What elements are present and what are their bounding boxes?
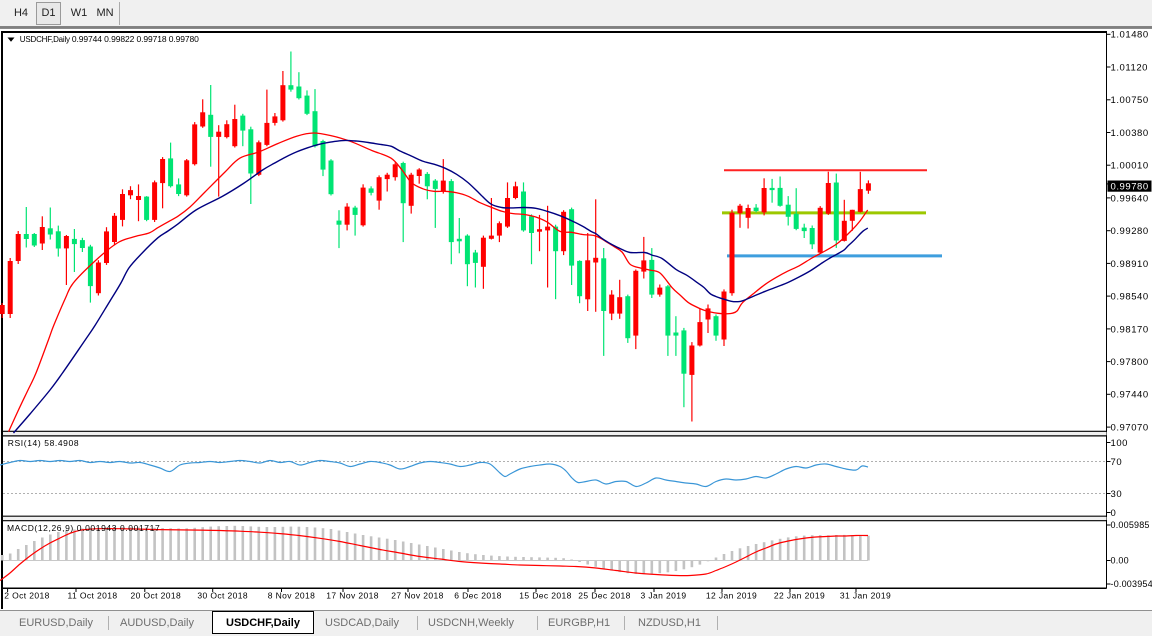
svg-text:0.98540: 0.98540 [1111, 292, 1149, 303]
svg-text:70: 70 [1111, 457, 1123, 468]
svg-text:30: 30 [1111, 489, 1123, 500]
svg-text:MACD(12,26,9) 0.001943 0.00171: MACD(12,26,9) 0.001943 0.001717 [7, 523, 160, 533]
svg-text:0.98170: 0.98170 [1111, 324, 1149, 335]
svg-text:12 Jan 2019: 12 Jan 2019 [706, 591, 757, 601]
svg-text:20 Oct 2018: 20 Oct 2018 [130, 591, 181, 601]
svg-text:0.99780: 0.99780 [1111, 181, 1149, 192]
svg-text:30 Oct 2018: 30 Oct 2018 [197, 591, 248, 601]
svg-text:1.01120: 1.01120 [1111, 62, 1149, 73]
svg-text:17 Nov 2018: 17 Nov 2018 [326, 591, 379, 601]
svg-text:15 Dec 2018: 15 Dec 2018 [519, 591, 572, 601]
svg-text:25 Dec 2018: 25 Dec 2018 [578, 591, 631, 601]
svg-text:8 Nov 2018: 8 Nov 2018 [268, 591, 315, 601]
svg-text:0.97070: 0.97070 [1111, 422, 1149, 433]
svg-text:1.01480: 1.01480 [1111, 30, 1149, 41]
svg-text:0.00: 0.00 [1111, 556, 1129, 566]
svg-text:1.00010: 1.00010 [1111, 161, 1149, 172]
svg-text:11 Oct 2018: 11 Oct 2018 [67, 591, 117, 601]
svg-text:0.99744 0.99822 0.99718 0.9978: 0.99744 0.99822 0.99718 0.99780 [72, 34, 199, 44]
svg-text:0: 0 [1111, 508, 1117, 519]
svg-text:USDCHF,Daily: USDCHF,Daily [20, 35, 70, 44]
svg-text:6 Dec 2018: 6 Dec 2018 [454, 591, 501, 601]
svg-text:0.98910: 0.98910 [1111, 259, 1149, 270]
svg-text:31 Jan 2019: 31 Jan 2019 [840, 591, 891, 601]
svg-text:2 Oct 2018: 2 Oct 2018 [4, 591, 50, 601]
svg-text:1.00380: 1.00380 [1111, 128, 1149, 139]
svg-text:22 Jan 2019: 22 Jan 2019 [774, 591, 825, 601]
svg-text:27 Nov 2018: 27 Nov 2018 [391, 591, 444, 601]
svg-text:1.00750: 1.00750 [1111, 95, 1149, 106]
svg-text:3 Jan 2019: 3 Jan 2019 [640, 591, 686, 601]
svg-text:0.99280: 0.99280 [1111, 226, 1149, 237]
svg-text:100: 100 [1111, 438, 1129, 449]
svg-text:0.97800: 0.97800 [1111, 357, 1149, 368]
svg-text:0.97440: 0.97440 [1111, 390, 1149, 401]
svg-text:0.005985: 0.005985 [1111, 520, 1150, 530]
svg-text:-0.003954: -0.003954 [1111, 579, 1152, 589]
svg-text:0.99640: 0.99640 [1111, 193, 1149, 204]
svg-text:RSI(14) 58.4908: RSI(14) 58.4908 [8, 438, 79, 448]
